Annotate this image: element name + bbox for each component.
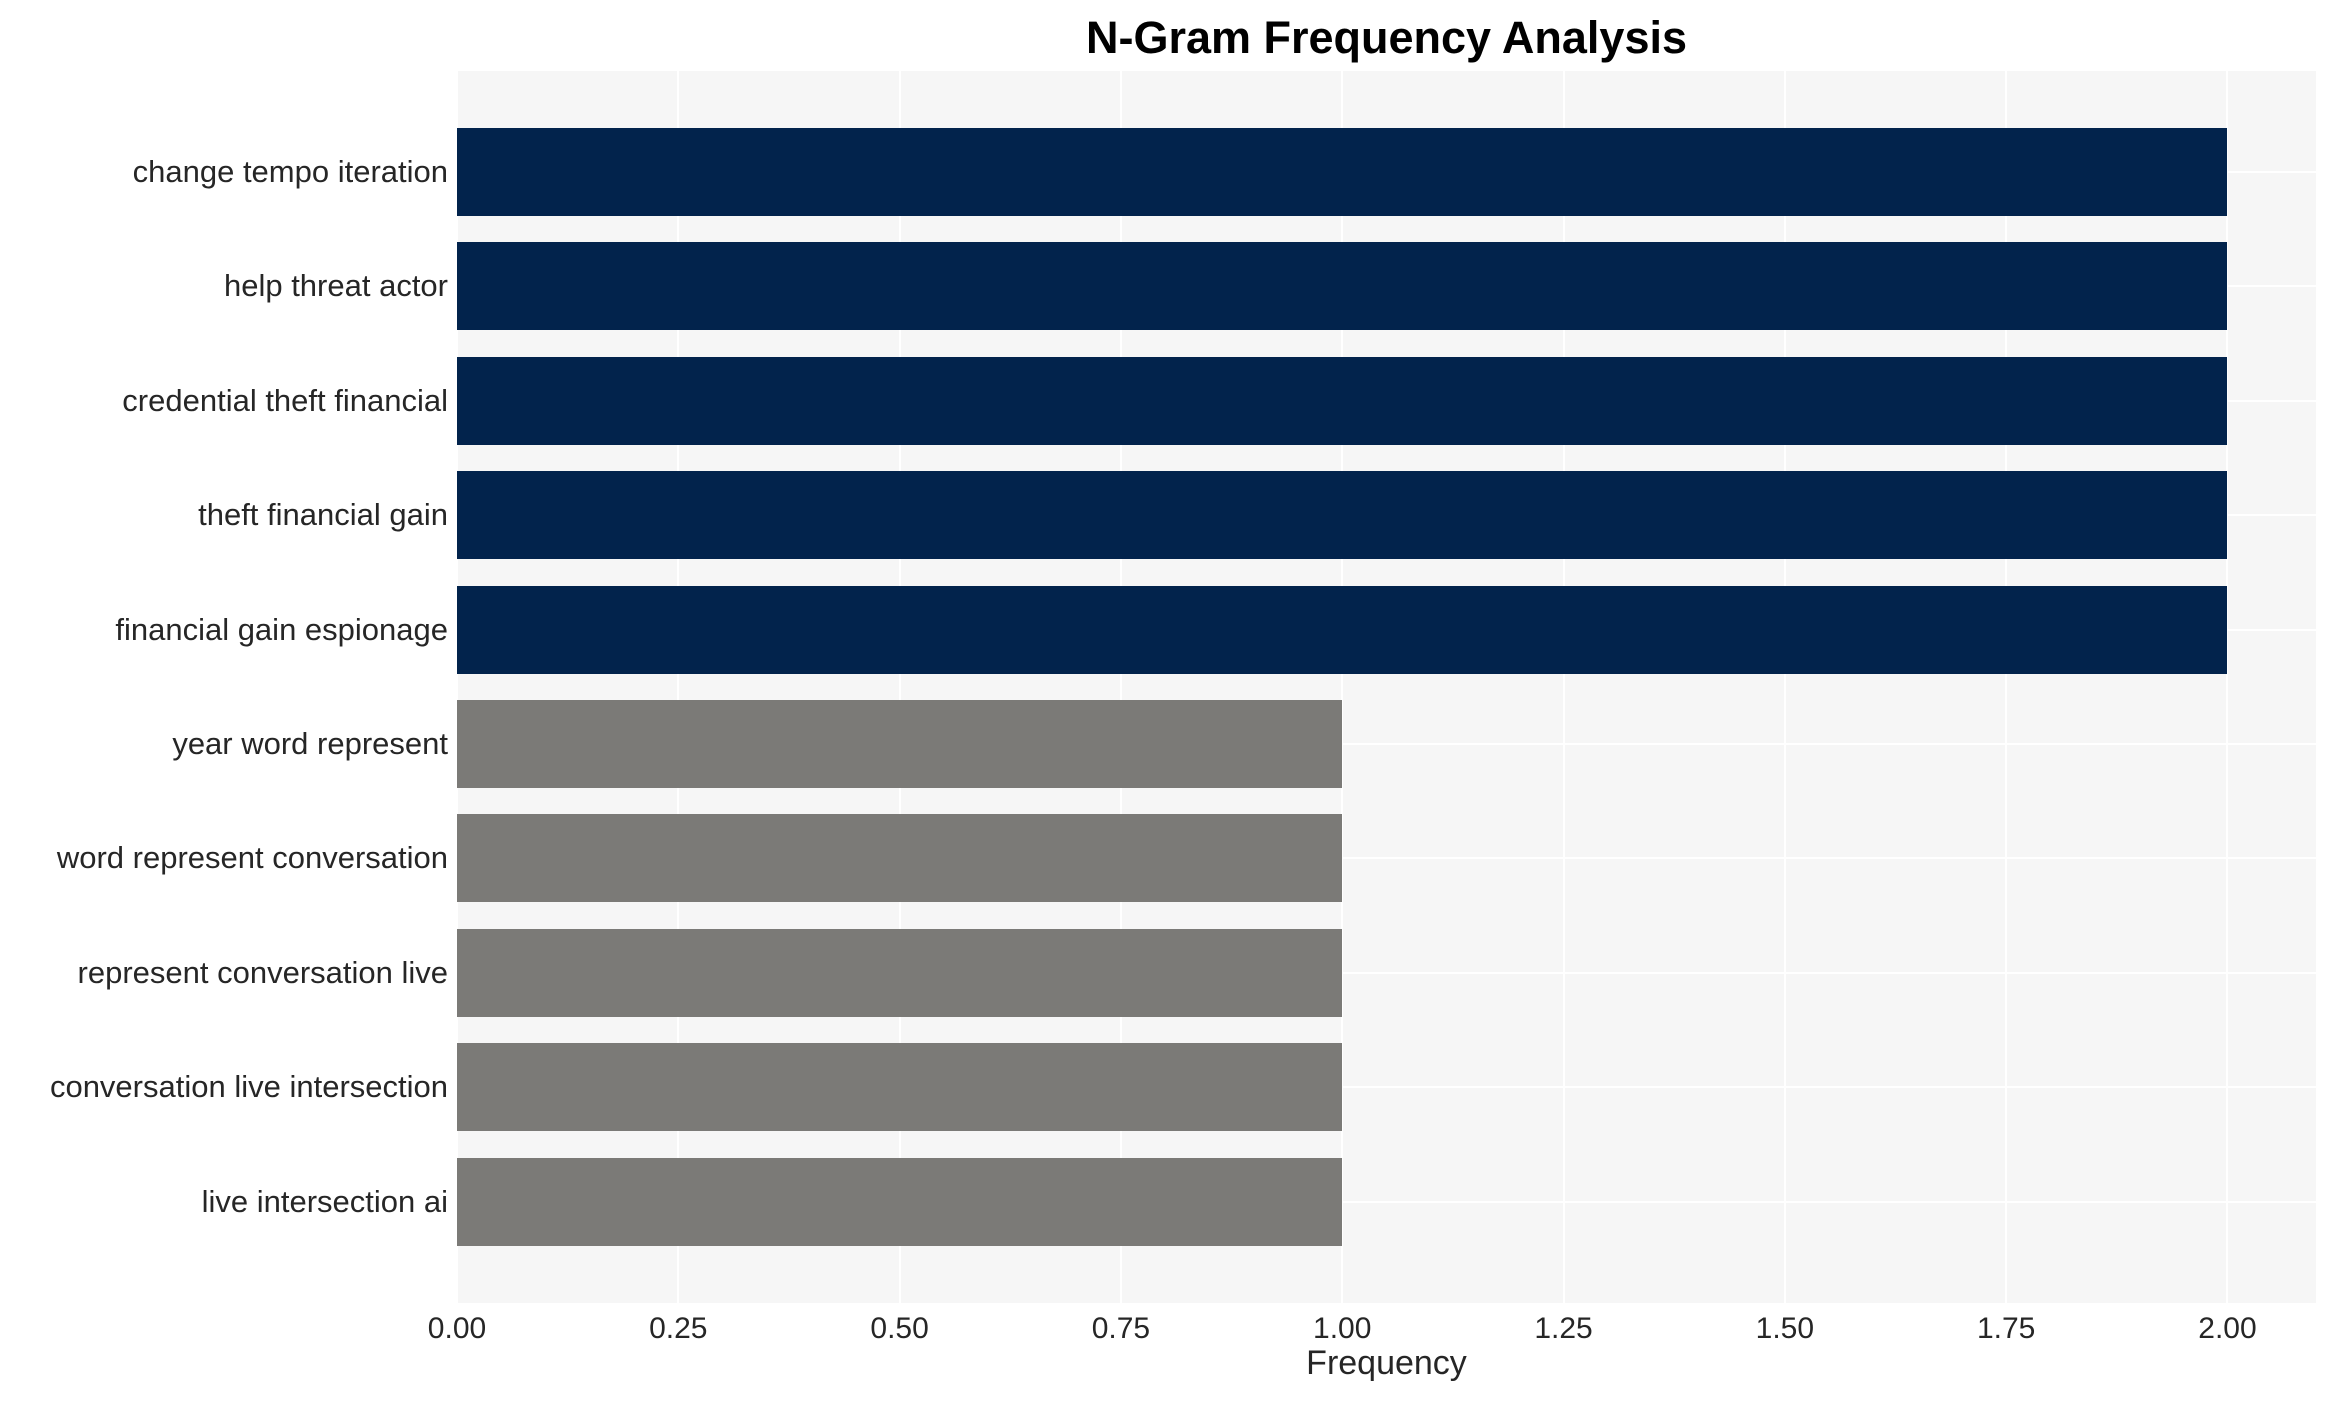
bar-live-intersection-ai [457,1157,1343,1246]
y-tick-label: theft financial gain [198,497,448,533]
bar-theft-financial-gain [457,471,2228,560]
bar-year-word-represent [457,700,1343,788]
bar-help-threat-actor [457,242,2228,331]
y-tick-label: conversation live intersection [49,1069,448,1105]
x-tick-label: 0.25 [649,1312,708,1345]
x-tick-label: 1.75 [1976,1312,2036,1345]
horizontal-gridline [457,1200,2316,1203]
bar-credential-theft-financial [457,356,2228,445]
vertical-gridline [2005,71,2008,1303]
horizontal-gridline [457,743,2316,745]
bar-financial-gain-espionage [457,585,2228,674]
x-tick-label: 1.25 [1534,1312,1593,1345]
horizontal-gridline [457,857,2316,860]
horizontal-gridline [457,971,2316,974]
vertical-gridline [1783,71,1786,1303]
vertical-gridline [898,71,901,1303]
bar-word-represent-conversation [457,814,1343,903]
vertical-gridline [1562,71,1565,1303]
vertical-gridline [1341,71,1344,1303]
x-axis-label: Frequency [1306,1344,1467,1382]
vertical-gridline [677,71,680,1303]
y-tick-label: represent conversation live [77,954,448,990]
x-tick-label: 2.00 [2198,1312,2257,1345]
chart-title: N-Gram Frequency Analysis [1085,12,1688,63]
vertical-gridline [457,71,458,1303]
vertical-gridline [1119,71,1122,1303]
horizontal-gridline [457,1086,2316,1089]
bar-represent-conversation-live [457,928,1343,1017]
x-tick-label: 1.50 [1755,1312,1815,1345]
x-tick-label: 0.50 [870,1312,929,1345]
x-tick-label: 0.00 [427,1312,487,1345]
plot-area [457,71,2316,1303]
bar-change-tempo-iteration [457,128,2228,216]
y-tick-label: word represent conversation [56,840,448,876]
y-tick-label: year word represent [172,726,448,761]
y-tick-label: live intersection ai [201,1183,448,1219]
x-tick-label: 0.75 [1091,1312,1151,1345]
bar-conversation-live-intersection [457,1043,1343,1132]
y-tick-label: help threat actor [223,268,448,304]
y-tick-label: change tempo iteration [132,154,448,189]
x-tick-label: 1.00 [1313,1312,1372,1345]
vertical-gridline [2226,71,2229,1303]
y-tick-label: credential theft financial [122,382,448,418]
y-tick-label: financial gain espionage [115,611,448,647]
